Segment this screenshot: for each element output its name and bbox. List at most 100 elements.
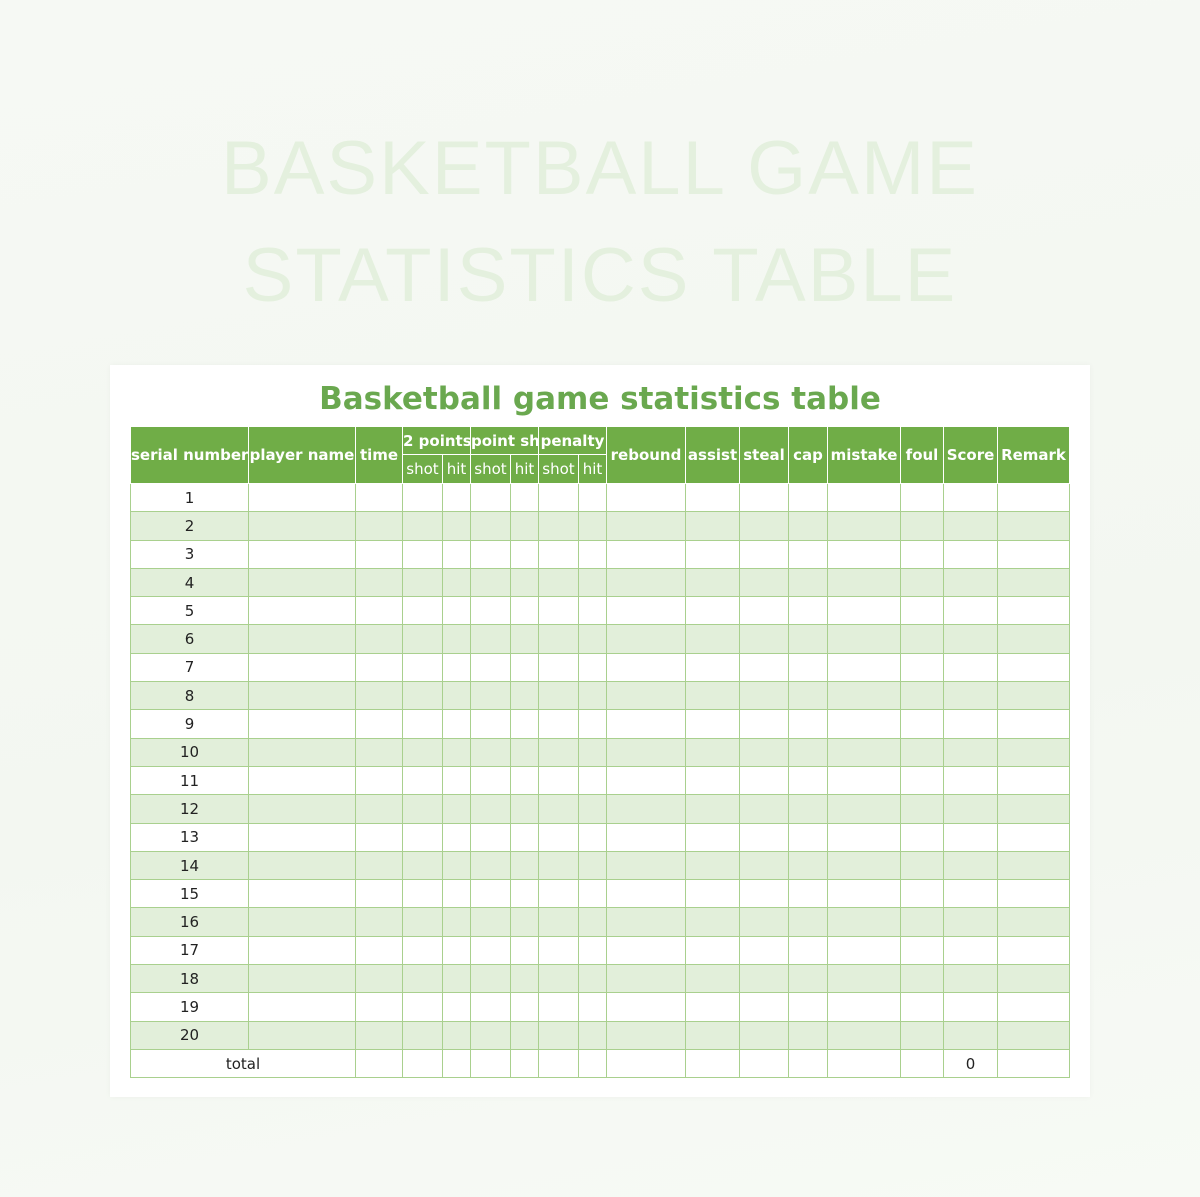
empty-cell [470,567,511,598]
empty-cell [827,964,901,994]
empty-cell [827,681,901,711]
empty-cell [606,964,686,994]
empty-cell [788,964,828,994]
empty-cell [355,482,403,513]
empty-cell [538,907,579,937]
serial-number: 20 [130,1020,249,1050]
empty-cell [470,992,511,1022]
empty-cell [606,681,686,711]
empty-cell [578,765,607,796]
empty-cell [355,907,403,937]
column-header: serial number [130,426,249,484]
serial-number: 8 [130,681,249,711]
empty-cell [510,709,539,739]
empty-cell [606,624,686,654]
empty-cell [685,1048,740,1079]
empty-cell [788,567,828,598]
empty-cell [355,879,403,909]
empty-cell [943,964,998,994]
empty-cell [685,596,740,626]
empty-cell [470,681,511,711]
serial-number: 10 [130,737,249,767]
empty-cell [402,935,443,966]
empty-cell [606,652,686,683]
data-row: 2 [130,511,1070,541]
serial-number: 4 [130,567,249,598]
empty-cell [470,879,511,909]
empty-cell [606,737,686,767]
empty-cell [827,737,901,767]
serial-number: 6 [130,624,249,654]
empty-cell [578,964,607,994]
empty-cell [355,652,403,683]
empty-cell [739,567,789,598]
empty-cell [248,539,356,569]
empty-cell [538,794,579,824]
empty-cell [402,907,443,937]
empty-cell [606,511,686,541]
empty-cell [248,567,356,598]
empty-cell [442,992,471,1022]
data-row: 20 [130,1020,1070,1050]
column-header: cap [788,426,828,484]
empty-cell [997,765,1070,796]
empty-cell [470,964,511,994]
empty-cell [402,737,443,767]
empty-cell [943,992,998,1022]
data-row: 19 [130,992,1070,1022]
empty-cell [606,567,686,598]
empty-cell [739,1020,789,1050]
empty-cell [442,596,471,626]
empty-cell [578,822,607,852]
empty-cell [538,822,579,852]
empty-cell [248,624,356,654]
column-header: rebound [606,426,686,484]
empty-cell [510,992,539,1022]
empty-cell [248,765,356,796]
empty-cell [510,907,539,937]
empty-cell [355,1020,403,1050]
data-row: 10 [130,737,1070,767]
empty-cell [900,681,944,711]
empty-cell [943,511,998,541]
empty-cell [606,992,686,1022]
empty-cell [578,624,607,654]
empty-cell [900,596,944,626]
sub-header-row: shot hit shot hit shot hit [131,454,1070,484]
empty-cell [900,964,944,994]
empty-cell [739,624,789,654]
empty-cell [248,907,356,937]
empty-cell [900,1048,944,1079]
serial-number: 12 [130,794,249,824]
data-row: 14 [130,850,1070,881]
empty-cell [997,652,1070,683]
column-header: time [355,426,403,484]
empty-cell [442,879,471,909]
empty-cell [788,539,828,569]
empty-cell [788,511,828,541]
empty-cell [739,681,789,711]
empty-cell [470,794,511,824]
empty-cell [788,624,828,654]
empty-cell [606,935,686,966]
empty-cell [538,624,579,654]
empty-cell [355,511,403,541]
empty-cell [538,964,579,994]
empty-cell [900,794,944,824]
empty-cell [685,539,740,569]
data-row: 4 [130,567,1070,598]
empty-cell [788,482,828,513]
empty-cell [510,879,539,909]
empty-cell [248,992,356,1022]
empty-cell [788,794,828,824]
empty-cell [442,709,471,739]
empty-cell [248,935,356,966]
empty-cell [248,596,356,626]
empty-cell [943,624,998,654]
stats-table: serial number player name time 2 points poin… [130,426,1070,1079]
empty-cell [827,567,901,598]
empty-cell [997,992,1070,1022]
total-score: 0 [943,1048,998,1079]
empty-cell [442,652,471,683]
